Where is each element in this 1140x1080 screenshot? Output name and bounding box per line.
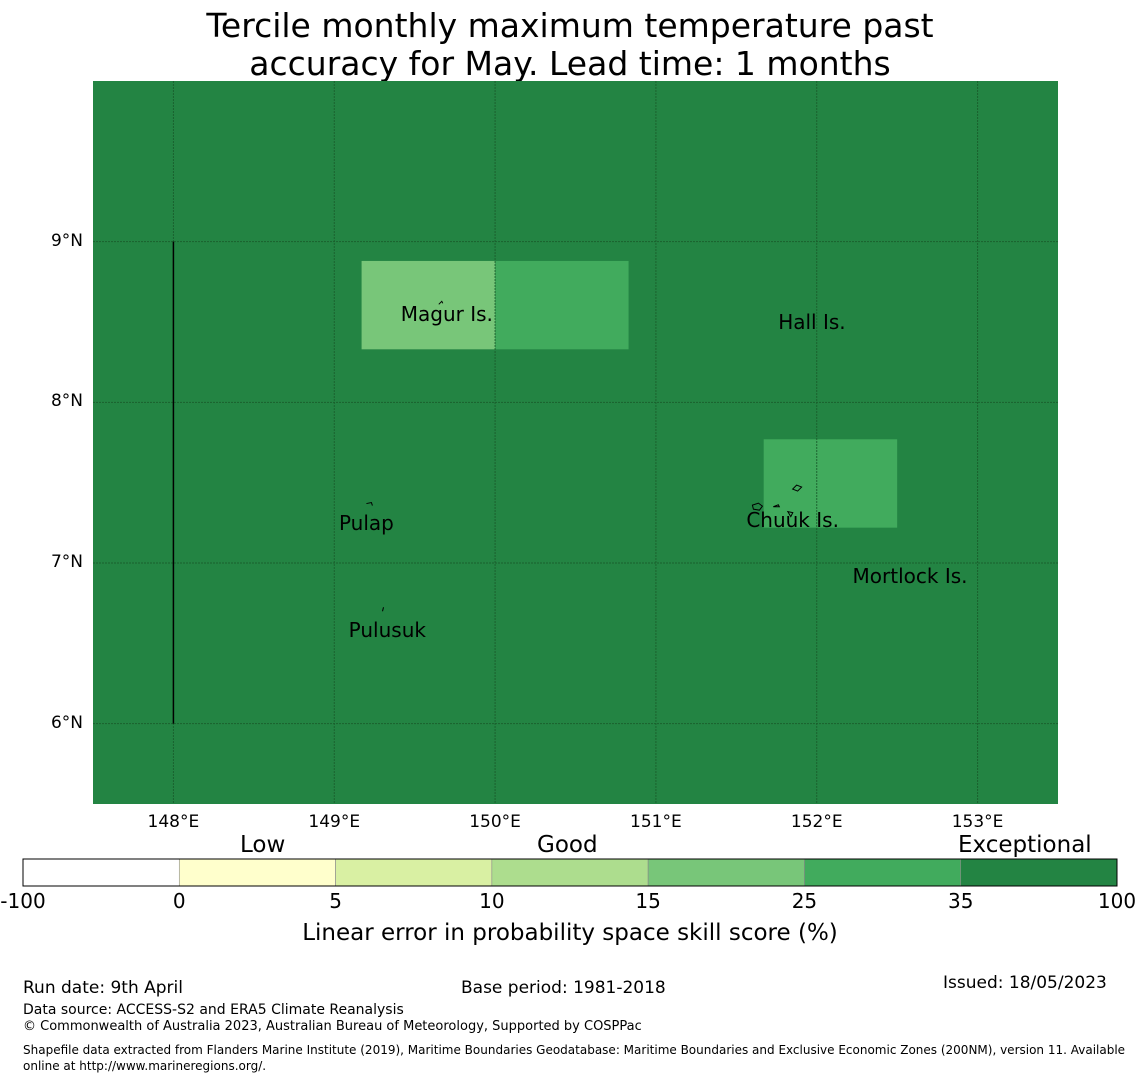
island-outline-1 (366, 501, 373, 506)
colorbar-segment-1 (22, 858, 180, 887)
island-outline-3 (438, 300, 444, 305)
place-label: Chuuk Is. (746, 507, 839, 532)
island-outline-4 (751, 502, 764, 511)
colorbar-segment-4 (491, 858, 649, 887)
place-label: Pulap (338, 510, 394, 535)
category-label-good: Good (537, 832, 598, 858)
island-outline-5 (773, 504, 781, 508)
colorbar-segment-3 (335, 858, 493, 887)
island-outline-7 (786, 510, 794, 518)
colorbar-tick-label: 10 (479, 889, 505, 913)
place-label: Mortlock Is. (852, 563, 968, 588)
colorbar-segment-2 (178, 858, 336, 887)
colorbar-tick-label: 15 (635, 889, 661, 913)
island-outline-2 (382, 607, 384, 612)
colorbar-tick-label: 35 (947, 889, 974, 913)
run-date: Run date: 9th April (23, 978, 183, 998)
category-label-exceptional: Exceptional (958, 832, 1092, 858)
skill-cell-3 (763, 439, 898, 528)
lat-tick-label: 8°N (50, 391, 83, 412)
colorbar-tick-label: 5 (329, 889, 342, 913)
colorbar-tick-label: 0 (172, 889, 186, 913)
lat-tick-label: 6°N (50, 712, 83, 733)
colorbar-segment-7 (960, 858, 1118, 887)
colorbar-segment-5 (647, 858, 805, 887)
lon-tick-label: 148°E (147, 812, 200, 832)
map-background (93, 81, 1058, 804)
lon-tick-label: 153°E (951, 812, 1004, 832)
data-source: Data source: ACCESS-S2 and ERA5 Climate … (23, 1002, 404, 1018)
chart-title-line-1: Tercile monthly maximum temperature past (206, 6, 934, 45)
place-label: Magur Is. (400, 301, 493, 326)
lon-tick-label: 150°E (469, 812, 521, 832)
colorbar-tick-label: 25 (791, 889, 818, 913)
lat-tick-label: 9°N (50, 230, 83, 251)
skill-cell-1 (361, 260, 496, 350)
colorbar-frame (22, 858, 1118, 887)
issued-date: Issued: 18/05/2023 (943, 973, 1107, 993)
category-label-low: Low (240, 832, 286, 858)
colorbar-tick-label: -100 (0, 889, 46, 913)
shapefile-credit: Shapefile data extracted from Flanders M… (23, 1043, 1126, 1073)
lon-tick-label: 152°E (790, 812, 843, 832)
place-label: Hall Is. (778, 310, 846, 334)
island-outline-6 (791, 484, 803, 492)
colorbar-label: Linear error in probability space skill … (302, 920, 838, 946)
skill-cell-2 (495, 260, 629, 350)
lon-tick-label: 149°E (308, 812, 361, 832)
colorbar-segment-6 (804, 858, 962, 887)
copyright: © Commonwealth of Australia 2023, Austra… (23, 1019, 642, 1034)
base-period: Base period: 1981-2018 (461, 978, 666, 998)
place-label: Pulusuk (348, 618, 426, 643)
chart-title-line-2: accuracy for May. Lead time: 1 months (249, 44, 891, 83)
lat-tick-label: 7°N (50, 552, 83, 572)
colorbar-tick-label: 100 (1097, 889, 1137, 913)
lon-tick-label: 151°E (630, 812, 682, 832)
